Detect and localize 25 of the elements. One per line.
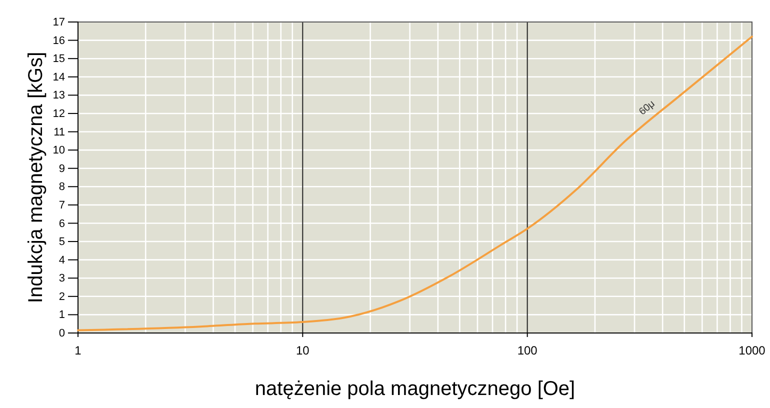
x-tick-label: 10 [296, 343, 310, 358]
y-tick-label: 12 [52, 108, 65, 120]
y-tick-label: 17 [52, 16, 65, 29]
y-tick-label: 10 [52, 144, 65, 157]
x-tick-label: 100 [517, 343, 538, 358]
y-tick-label: 6 [58, 218, 65, 230]
y-tick-label: 9 [58, 162, 65, 175]
y-tick-label: 3 [58, 272, 65, 285]
text: 60μ [637, 98, 658, 118]
y-tick-label: 0 [58, 328, 65, 340]
y-tick-label: 8 [58, 181, 65, 194]
y-tick-label: 14 [52, 71, 65, 84]
x-tick-label: 1 [74, 343, 82, 358]
y-tick-label: 1 [58, 309, 65, 322]
y-tick-label: 2 [58, 290, 65, 303]
x-tick-label: 1000 [738, 343, 766, 358]
y-tick-label: 4 [58, 254, 65, 266]
x-axis-title: natężenie pola magnetycznego [Oe] [254, 378, 576, 400]
y-tick-label: 7 [58, 199, 65, 212]
y-tick-label: 15 [52, 53, 65, 66]
y-tick-label: 11 [54, 126, 65, 138]
y-tick-label: 13 [52, 90, 65, 102]
y-tick-label: 5 [58, 236, 65, 248]
y-axis-title: Indukcja magnetyczna [kGs] [25, 52, 47, 304]
y-tick-label: 16 [52, 34, 65, 47]
